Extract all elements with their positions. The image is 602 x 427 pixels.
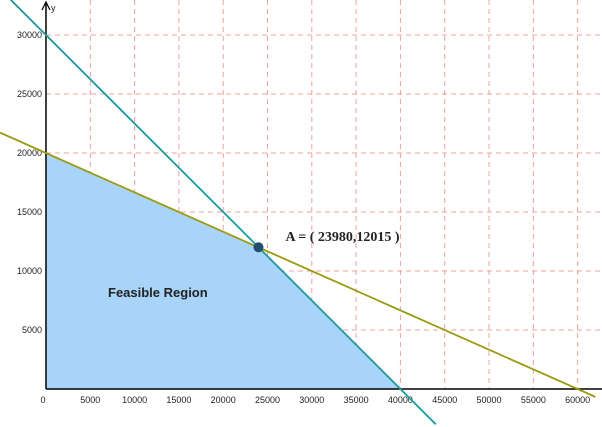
- x-tick-label: 60000: [565, 395, 590, 405]
- x-tick-label: 50000: [477, 395, 502, 405]
- y-axis-label: y: [51, 3, 56, 13]
- constraint-line: [9, 0, 437, 426]
- point-label: A = ( 23980,12015 ): [285, 230, 399, 245]
- x-tick-label: 55000: [521, 395, 546, 405]
- y-tick-label: 20000: [17, 148, 42, 158]
- y-axis-arrow: [41, 0, 51, 11]
- region-label: Feasible Region: [108, 285, 208, 300]
- x-tick-label: 20000: [211, 395, 236, 405]
- y-tick-label: 15000: [17, 207, 42, 217]
- x-tick-label: 30000: [299, 395, 324, 405]
- x-tick-label: 0: [40, 395, 45, 405]
- feasible-region: [45, 153, 401, 390]
- x-tick-label: 25000: [255, 395, 280, 405]
- y-tick-label: 10000: [17, 266, 42, 276]
- y-tick-label: 25000: [17, 89, 42, 99]
- x-tick-label: 15000: [166, 395, 191, 405]
- constraint-line: [0, 131, 596, 398]
- intersection-point: [253, 242, 264, 253]
- x-tick-label: 5000: [80, 395, 100, 405]
- x-tick-label: 40000: [388, 395, 413, 405]
- x-tick-label: 10000: [122, 395, 147, 405]
- x-tick-label: 45000: [432, 395, 457, 405]
- y-tick-label: 5000: [22, 325, 42, 335]
- x-tick-label: 35000: [344, 395, 369, 405]
- y-tick-label: 30000: [17, 30, 42, 40]
